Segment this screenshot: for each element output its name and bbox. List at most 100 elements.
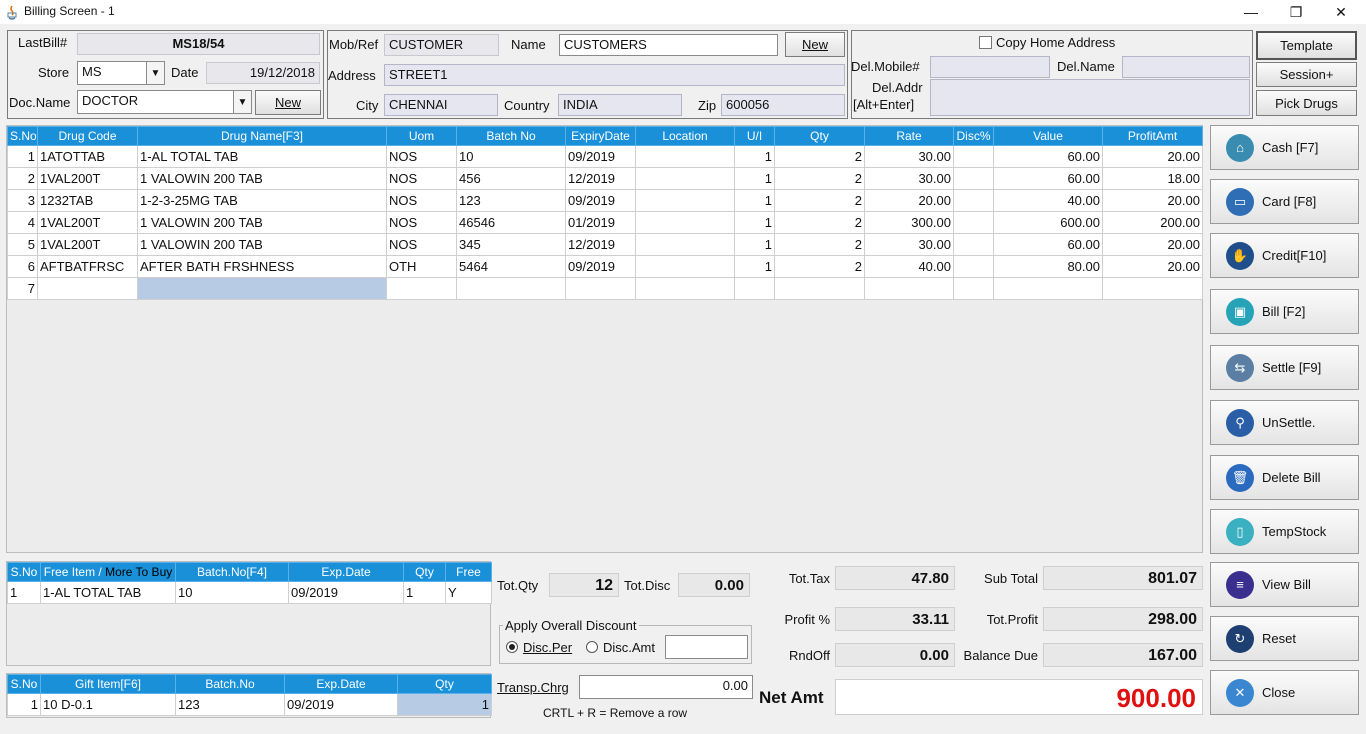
column-header[interactable]: ProfitAmt [1102, 126, 1203, 146]
table-cell[interactable]: 1 [403, 581, 446, 604]
table-cell[interactable]: 1 [734, 189, 775, 212]
table-cell[interactable]: 12/2019 [565, 233, 636, 256]
table-cell[interactable] [734, 277, 775, 300]
city-field[interactable]: CHENNAI [384, 94, 498, 116]
column-header[interactable]: S.No [7, 674, 41, 694]
table-cell[interactable]: 09/2019 [565, 189, 636, 212]
table-cell[interactable]: 2 [774, 255, 865, 278]
pick-drugs-button[interactable]: Pick Drugs [1256, 90, 1357, 116]
cash-button[interactable]: ⌂ Cash [F7] [1210, 125, 1359, 170]
zip-field[interactable]: 600056 [721, 94, 845, 116]
table-cell[interactable] [1102, 277, 1203, 300]
table-cell[interactable]: 2 [774, 233, 865, 256]
minimize-button[interactable]: — [1244, 4, 1258, 20]
table-cell[interactable] [137, 277, 387, 300]
table-cell[interactable]: 3 [7, 189, 38, 212]
table-cell[interactable] [37, 277, 138, 300]
table-cell[interactable] [635, 233, 735, 256]
view-bill-button[interactable]: ≡ View Bill [1210, 562, 1359, 607]
reset-button[interactable]: ↻ Reset [1210, 616, 1359, 661]
column-header[interactable]: Value [993, 126, 1103, 146]
table-cell[interactable] [635, 167, 735, 190]
column-header[interactable]: Drug Name[F3] [137, 126, 387, 146]
table-cell[interactable]: 1 [734, 211, 775, 234]
table-cell[interactable]: 2 [774, 189, 865, 212]
table-cell[interactable]: 20.00 [864, 189, 954, 212]
close-button[interactable]: ✕ Close [1210, 670, 1359, 715]
table-cell[interactable]: 1-AL TOTAL TAB [137, 145, 387, 168]
table-cell[interactable] [635, 145, 735, 168]
table-cell[interactable]: 2 [774, 211, 865, 234]
table-cell[interactable] [774, 277, 865, 300]
table-cell[interactable]: 20.00 [1102, 233, 1203, 256]
table-cell[interactable]: 20.00 [1102, 145, 1203, 168]
table-cell[interactable]: 09/2019 [288, 581, 404, 604]
table-cell[interactable]: 456 [456, 167, 566, 190]
table-cell[interactable]: 09/2019 [284, 693, 398, 716]
table-cell[interactable]: 5 [7, 233, 38, 256]
table-cell[interactable] [953, 277, 994, 300]
table-cell[interactable]: Y [445, 581, 492, 604]
delete-bill-button[interactable]: 🗑 Delete Bill [1210, 455, 1359, 500]
free-col-exp[interactable]: Exp.Date [288, 562, 404, 582]
table-cell[interactable] [993, 277, 1103, 300]
table-cell[interactable]: 30.00 [864, 233, 954, 256]
table-cell[interactable]: 1 VALOWIN 200 TAB [137, 167, 387, 190]
table-cell[interactable] [635, 189, 735, 212]
table-cell[interactable]: 1 [734, 233, 775, 256]
table-cell[interactable]: AFTER BATH FRSHNESS [137, 255, 387, 278]
disc-amt-field[interactable] [665, 635, 748, 659]
tempstock-button[interactable]: ▯ TempStock [1210, 509, 1359, 554]
table-cell[interactable]: 20.00 [1102, 189, 1203, 212]
column-header[interactable]: Gift Item[F6] [40, 674, 176, 694]
table-cell[interactable]: NOS [386, 189, 457, 212]
column-header[interactable]: Rate [864, 126, 954, 146]
column-header[interactable]: ExpiryDate [565, 126, 636, 146]
template-button[interactable]: Template [1256, 31, 1357, 60]
credit-button[interactable]: ✋ Credit[F10] [1210, 233, 1359, 278]
column-header[interactable]: S.No [7, 126, 38, 146]
date-field[interactable]: 19/12/2018 [206, 62, 320, 84]
table-cell[interactable]: 1VAL200T [37, 211, 138, 234]
table-cell[interactable]: 80.00 [993, 255, 1103, 278]
new-doctor-button[interactable]: New [255, 90, 321, 115]
table-cell[interactable]: NOS [386, 211, 457, 234]
table-cell[interactable]: 1VAL200T [37, 233, 138, 256]
close-window-button[interactable]: ✕ [1335, 3, 1347, 20]
deladdr-field[interactable] [930, 79, 1250, 116]
mobref-field[interactable]: CUSTOMER [384, 34, 499, 56]
table-cell[interactable]: 1232TAB [37, 189, 138, 212]
table-cell[interactable]: 200.00 [1102, 211, 1203, 234]
table-cell[interactable]: 1-2-3-25MG TAB [137, 189, 387, 212]
column-header[interactable]: Disc% [953, 126, 994, 146]
table-cell[interactable]: 60.00 [993, 145, 1103, 168]
table-cell[interactable]: NOS [386, 167, 457, 190]
table-cell[interactable]: 20.00 [1102, 255, 1203, 278]
free-col-qty[interactable]: Qty [403, 562, 446, 582]
settle-button[interactable]: ⇆ Settle [F9] [1210, 345, 1359, 390]
free-col-batch[interactable]: Batch.No[F4] [175, 562, 289, 582]
table-row[interactable]: 2 1VAL200T 1 VALOWIN 200 TAB NOS 456 12/2019 1… [7, 167, 1203, 190]
table-cell[interactable] [635, 277, 735, 300]
table-cell[interactable] [953, 255, 994, 278]
column-header[interactable]: Qty [397, 674, 492, 694]
table-cell[interactable]: 60.00 [993, 233, 1103, 256]
column-header[interactable]: Qty [774, 126, 865, 146]
table-cell[interactable]: 1VAL200T [37, 167, 138, 190]
table-cell[interactable] [565, 277, 636, 300]
free-col-sno[interactable]: S.No [7, 562, 41, 582]
table-row[interactable]: 3 1232TAB 1-2-3-25MG TAB NOS 123 09/2019 1 2 20.… [7, 189, 1203, 212]
customer-name-field[interactable]: CUSTOMERS [559, 34, 778, 56]
table-cell[interactable]: 1 [734, 167, 775, 190]
table-cell[interactable]: 1 [7, 145, 38, 168]
table-cell[interactable]: 1 [734, 255, 775, 278]
table-cell[interactable] [864, 277, 954, 300]
session-button[interactable]: Session+ [1256, 62, 1357, 87]
table-cell[interactable]: NOS [386, 145, 457, 168]
address-field[interactable]: STREET1 [384, 64, 845, 86]
table-cell[interactable] [953, 145, 994, 168]
table-cell[interactable]: 1 VALOWIN 200 TAB [137, 233, 387, 256]
free-col-free[interactable]: Free [445, 562, 492, 582]
table-row[interactable]: 1 10 D-0.1 123 09/2019 1 [7, 693, 492, 716]
table-cell[interactable]: 345 [456, 233, 566, 256]
